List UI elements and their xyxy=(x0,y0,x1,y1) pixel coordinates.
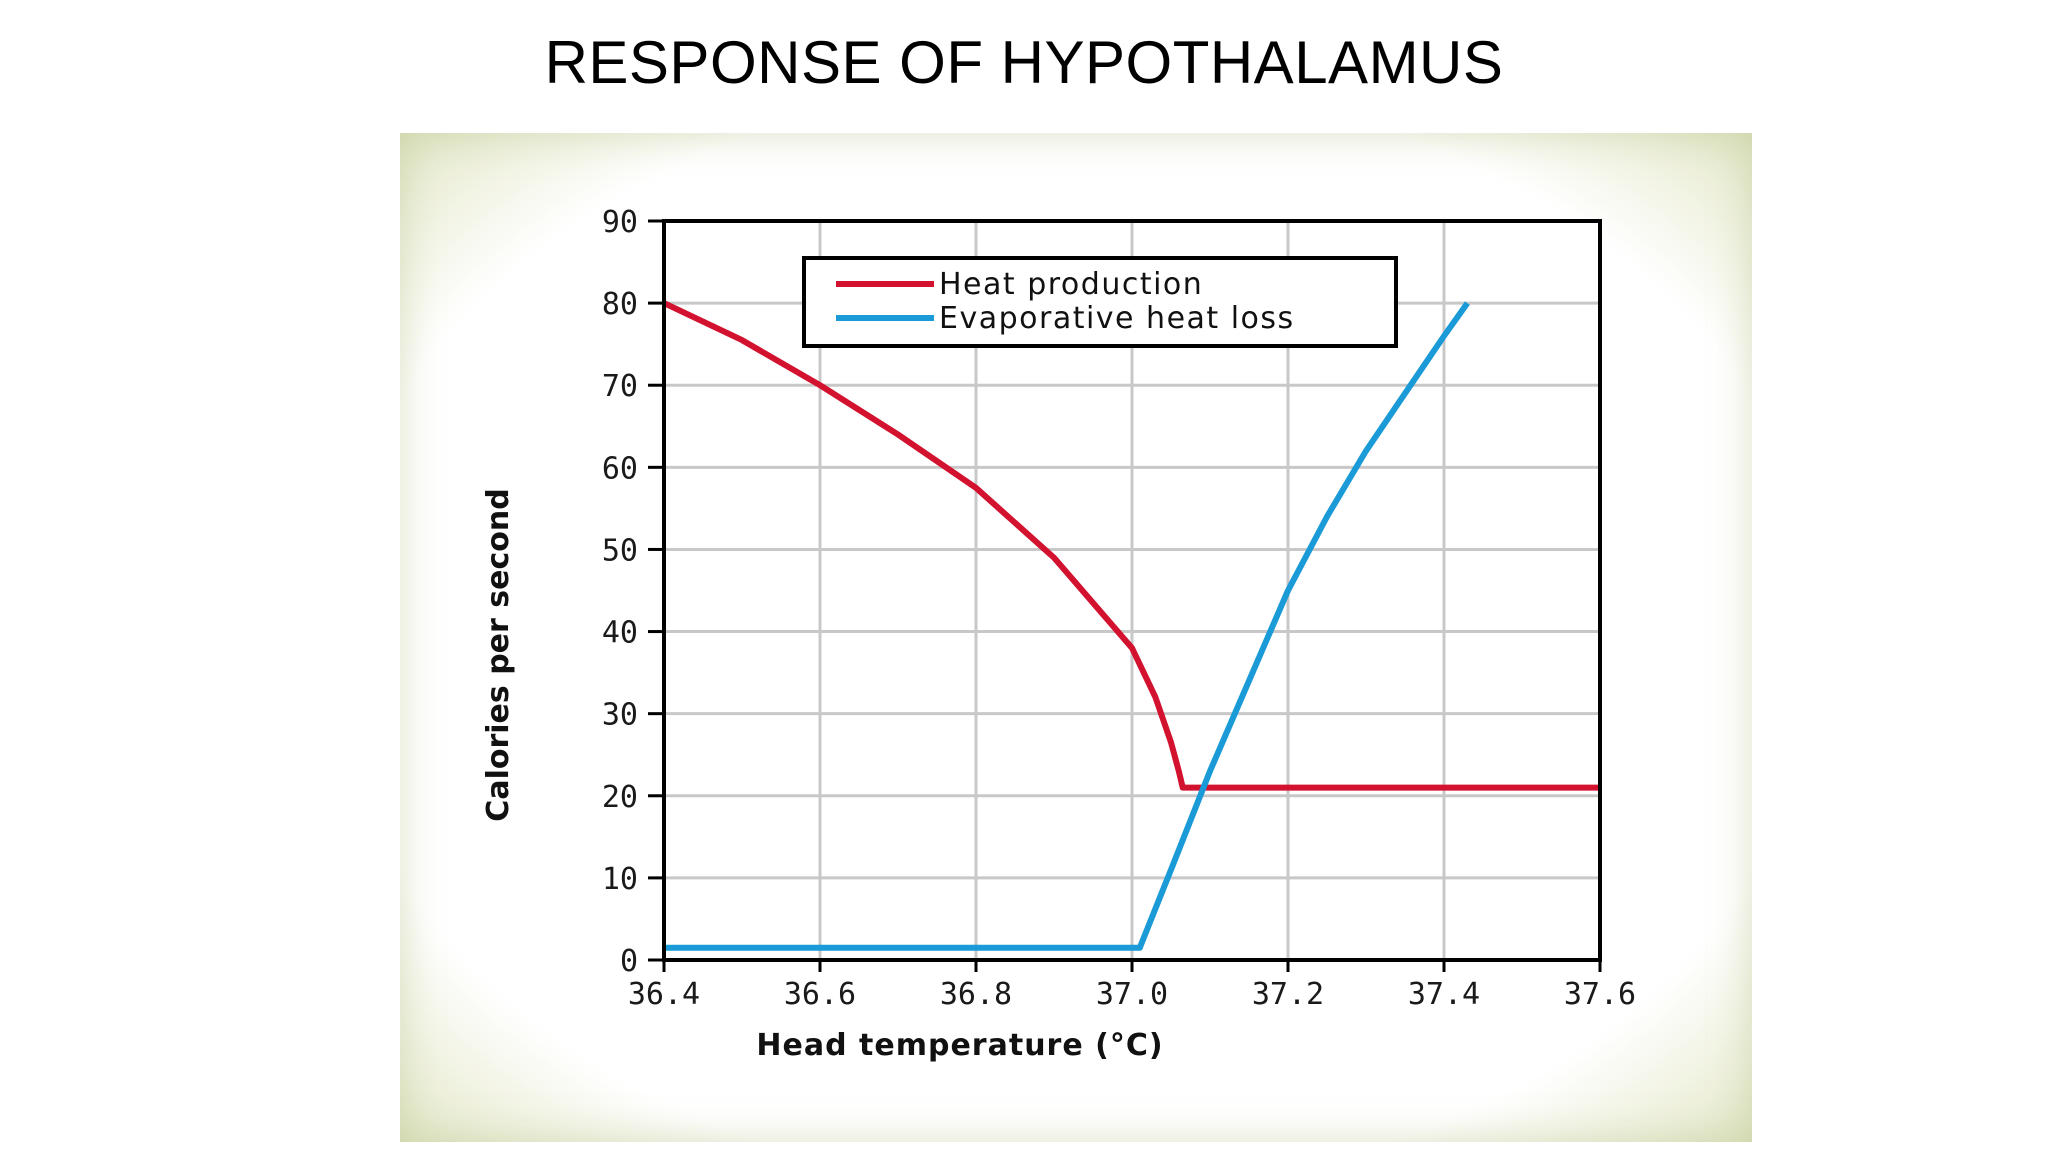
x-tick-label: 37.2 xyxy=(1252,977,1324,1012)
y-tick-label: 0 xyxy=(620,944,638,979)
chart-frame: 36.4 36.6 36.8 37.0 37.2 37.4 37.6 0 10 20 30 40 50 6… xyxy=(400,133,1752,1142)
y-tick-label: 80 xyxy=(602,287,638,322)
series-group xyxy=(662,300,1600,951)
x-axis-label: Head temperature (°C) xyxy=(756,1028,1163,1063)
legend-label: Evaporative heat loss xyxy=(939,301,1295,336)
x-tick-label: 37.0 xyxy=(1096,977,1168,1012)
y-tick-label: 60 xyxy=(602,451,638,486)
y-tick-label: 70 xyxy=(602,369,638,404)
y-tick-label: 50 xyxy=(602,533,638,568)
y-tick-label: 10 xyxy=(602,862,638,897)
legend-box xyxy=(802,256,1398,348)
plot-border xyxy=(662,219,1602,962)
y-tick-label: 40 xyxy=(602,616,638,651)
slide-title: RESPONSE OF HYPOTHALAMUS xyxy=(544,29,1504,96)
x-tick-label: 37.4 xyxy=(1408,977,1480,1012)
y-axis-label: Calories per second xyxy=(481,488,516,821)
tick-labels: 36.4 36.6 36.8 37.0 37.2 37.4 37.6 0 10 20 30 40 50 6… xyxy=(602,205,1636,1012)
series-line-evaporative-heat-loss xyxy=(664,301,1470,951)
y-tick-label: 90 xyxy=(602,205,638,240)
y-tick-label: 30 xyxy=(602,698,638,733)
legend-label: Heat production xyxy=(939,267,1203,302)
x-tick-label: 36.6 xyxy=(784,977,856,1012)
x-tick-label: 37.6 xyxy=(1564,977,1636,1012)
axes xyxy=(648,219,1602,972)
x-tick-label: 36.8 xyxy=(940,977,1012,1012)
series-line-heat-production xyxy=(662,300,1600,791)
x-tick-label: 36.4 xyxy=(628,977,700,1012)
y-tick-label: 20 xyxy=(602,780,638,815)
line-chart: 36.4 36.6 36.8 37.0 37.2 37.4 37.6 0 10 20 30 40 50 6… xyxy=(481,205,1636,1063)
